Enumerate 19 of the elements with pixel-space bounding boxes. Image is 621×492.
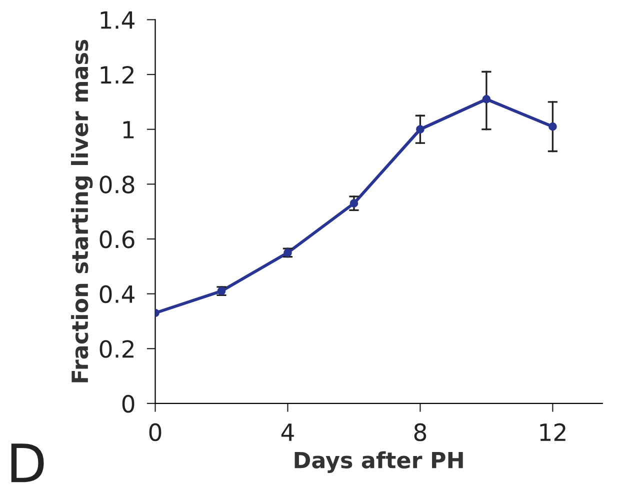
- y-tick-label: 1.4: [100, 11, 134, 29]
- point: [350, 199, 358, 208]
- x-tick-label: 4: [281, 424, 294, 441]
- y-tick-label: 1.2: [100, 66, 134, 84]
- y-tick-label: 0.8: [100, 176, 134, 194]
- x-axis-title: Days after PH: [294, 451, 463, 473]
- y-tick-label: 0.2: [100, 340, 134, 358]
- y-tick-label: 0: [122, 394, 134, 413]
- point: [548, 122, 557, 131]
- y-axis-title: Fraction starting liver mass: [71, 40, 93, 382]
- y-tick-label: 0.6: [100, 230, 134, 248]
- x-tick-label: 8: [414, 423, 426, 442]
- point: [416, 125, 424, 134]
- y-tick-label: 1: [123, 121, 134, 138]
- text: D: [11, 444, 44, 482]
- x-tick-label: 0: [149, 423, 162, 442]
- point: [482, 95, 491, 104]
- x-tick-label: 12: [540, 423, 566, 441]
- y-tick-label: 0.4: [100, 285, 134, 304]
